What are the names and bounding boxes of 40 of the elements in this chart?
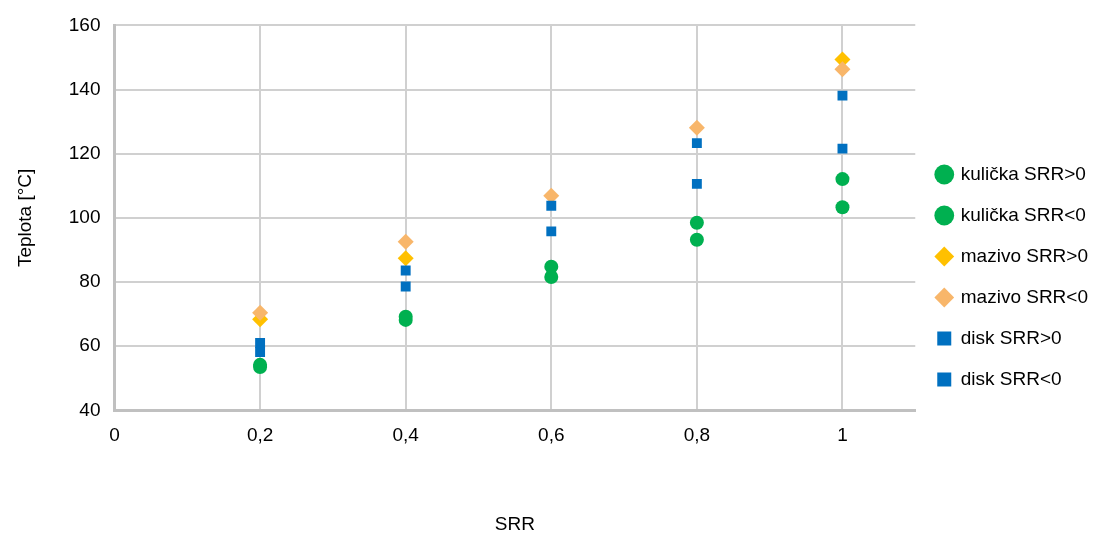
point [837,90,848,101]
legend-label: mazivo SRR<0 [960,285,1089,307]
point [691,178,702,189]
point [400,265,411,276]
x-tick-label: 0,2 [246,424,274,446]
point [835,200,850,215]
x-tick-label: 0,6 [538,424,565,446]
x-tick-label: 0,8 [683,424,711,446]
point [689,232,704,247]
legend-label: disk SRR<0 [960,367,1062,389]
y-tick-label: 40 [79,398,101,420]
legend-label: disk SRR>0 [960,326,1062,348]
point [255,338,266,348]
point [688,119,705,136]
x-tick-label: 0,4 [392,424,420,446]
y-axis-title: Teplota [°C] [13,168,35,268]
point [834,61,851,78]
point [546,226,557,237]
legend-label: mazivo SRR>0 [960,244,1089,266]
point [837,143,848,154]
legend-label: kulička SRR>0 [960,162,1086,184]
point [397,250,414,267]
point [400,281,411,292]
y-tick-label: 80 [79,270,101,292]
point [835,172,850,187]
y-tick-label: 140 [68,77,101,99]
point [544,269,559,284]
point [689,215,704,230]
x-tick-label: 1 [837,424,848,446]
point [397,233,414,250]
legend-label: kulička SRR<0 [960,203,1086,225]
x-tick-label: 0 [109,424,120,446]
x-axis-title: SRR [494,512,535,534]
point [691,138,702,149]
y-tick-label: 120 [68,141,101,163]
y-tick-label: 100 [68,206,101,228]
y-tick-label: 60 [79,334,101,356]
point [546,200,557,211]
y-tick-label: 160 [68,13,101,35]
point [252,304,269,321]
